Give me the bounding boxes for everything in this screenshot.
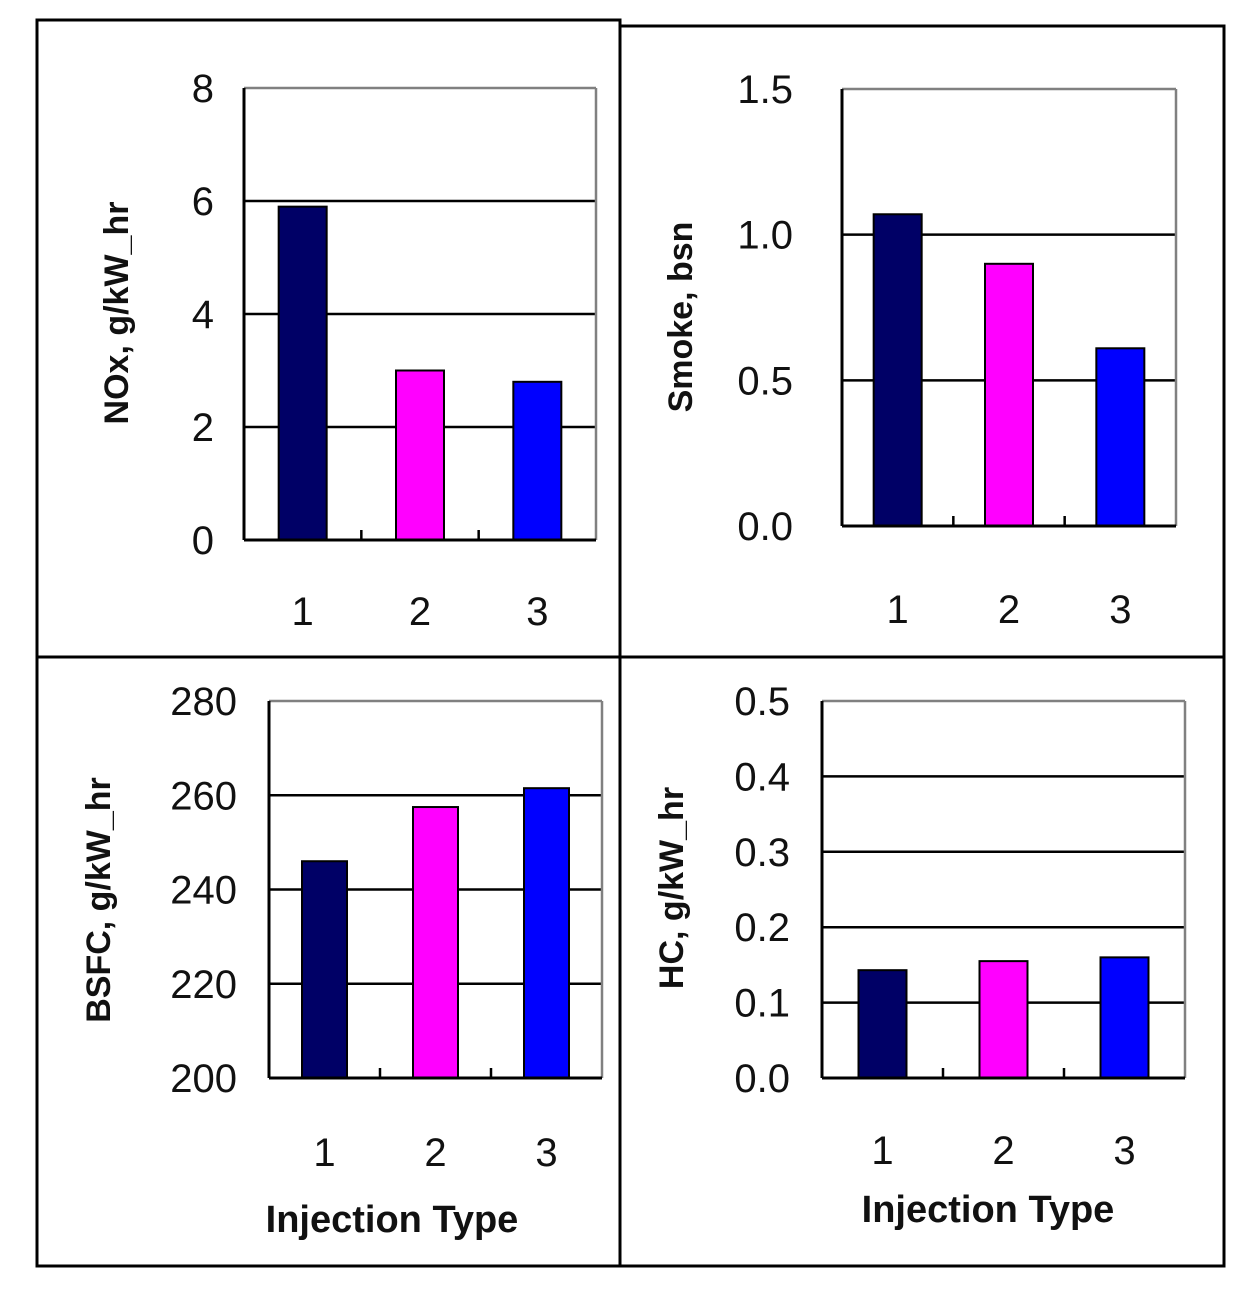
bar [412,806,459,1079]
y-tick-label: 2 [192,406,214,450]
chart-hc: 0.0 0.1 0.2 0.3 0.4 0.5 1 2 3 HC, g/kW_hr Injec… [653,680,1187,1231]
chart-hc-ylabel: HC, g/kW_hr [653,787,691,989]
x-tick-label: 1 [313,1131,335,1175]
chart-bsfc-ylabel: BSFC, g/kW_hr [80,777,118,1023]
chart-nox-yticks: 0 2 4 6 8 [192,67,214,563]
x-tick-label: 3 [1113,1129,1135,1173]
chart-hc-yticks: 0.0 0.1 0.2 0.3 0.4 0.5 [734,680,790,1101]
y-tick-label: 0.5 [737,359,793,403]
bar [1099,956,1150,1079]
chart-hc-xlabel: Injection Type [862,1189,1115,1231]
y-tick-label: 0.2 [734,906,790,950]
chart-smoke-yticks: 0.0 0.5 1.0 1.5 [737,68,793,549]
y-tick-label: 0.5 [734,680,790,724]
chart-nox-xticks: 1 2 3 [292,590,549,634]
chart-nox-bars [277,205,563,541]
y-tick-label: 240 [170,869,237,913]
chart-smoke-xticks: 1 2 3 [887,588,1132,632]
x-tick-label: 3 [535,1131,557,1175]
chart-smoke-ylabel: Smoke, bsn [662,222,700,413]
panel-borders [35,18,1226,1268]
y-tick-label: 1.5 [737,68,793,112]
chart-hc-xticks: 1 2 3 [871,1129,1135,1173]
x-tick-label: 1 [292,590,314,634]
y-tick-label: 260 [170,774,237,818]
chart-nox-ylabel: NOx, g/kW_hr [98,202,136,425]
chart-smoke-bars [872,213,1146,527]
x-tick-label: 2 [992,1129,1014,1173]
chart-hc-frame [820,699,1187,1080]
bar [1095,347,1146,527]
x-tick-label: 1 [887,588,909,632]
x-tick-label: 2 [409,590,431,634]
x-tick-label: 2 [998,588,1020,632]
panel-border-hc [618,655,1226,1268]
x-tick-label: 3 [1109,588,1131,632]
y-tick-label: 0.3 [734,831,790,875]
bar [512,380,563,541]
x-tick-label: 2 [424,1131,446,1175]
y-tick-label: 0.1 [734,982,790,1026]
chart-nox: 0 2 4 6 8 1 2 3 NOx, g/kW_hr [98,67,598,634]
y-tick-label: 1.0 [737,214,793,258]
y-tick-label: 200 [170,1057,237,1101]
chart-bsfc-bars [301,787,570,1080]
y-tick-label: 8 [192,67,214,111]
chart-nox-frame [242,86,598,542]
y-tick-label: 0 [192,519,214,563]
y-tick-label: 280 [170,680,237,724]
bar [872,213,923,527]
bar [978,960,1029,1080]
chart-bsfc-yticks: 200 220 240 260 280 [170,680,237,1101]
bar [277,205,328,541]
chart-hc-bars [857,956,1150,1080]
chart-bsfc-xticks: 1 2 3 [313,1131,557,1175]
chart-bsfc-frame [267,699,604,1080]
bar [984,262,1034,527]
chart-smoke: 0.0 0.5 1.0 1.5 1 2 3 Smoke, bsn [662,68,1178,632]
chart-bsfc: 200 220 240 260 280 1 2 3 BSFC, g/kW_hr Inject… [80,680,604,1241]
y-tick-label: 0.4 [734,755,790,799]
x-tick-label: 1 [871,1129,893,1173]
chart-smoke-frame [840,87,1178,528]
y-tick-label: 0.0 [737,505,793,549]
chart-bsfc-xlabel: Injection Type [266,1199,519,1241]
y-tick-label: 4 [192,293,214,337]
y-tick-label: 0.0 [734,1057,790,1101]
bar [523,787,570,1080]
bar [857,969,908,1079]
y-tick-label: 220 [170,963,237,1007]
bar [395,369,445,541]
bar [301,860,348,1079]
x-tick-label: 3 [526,590,548,634]
y-tick-label: 6 [192,180,214,224]
